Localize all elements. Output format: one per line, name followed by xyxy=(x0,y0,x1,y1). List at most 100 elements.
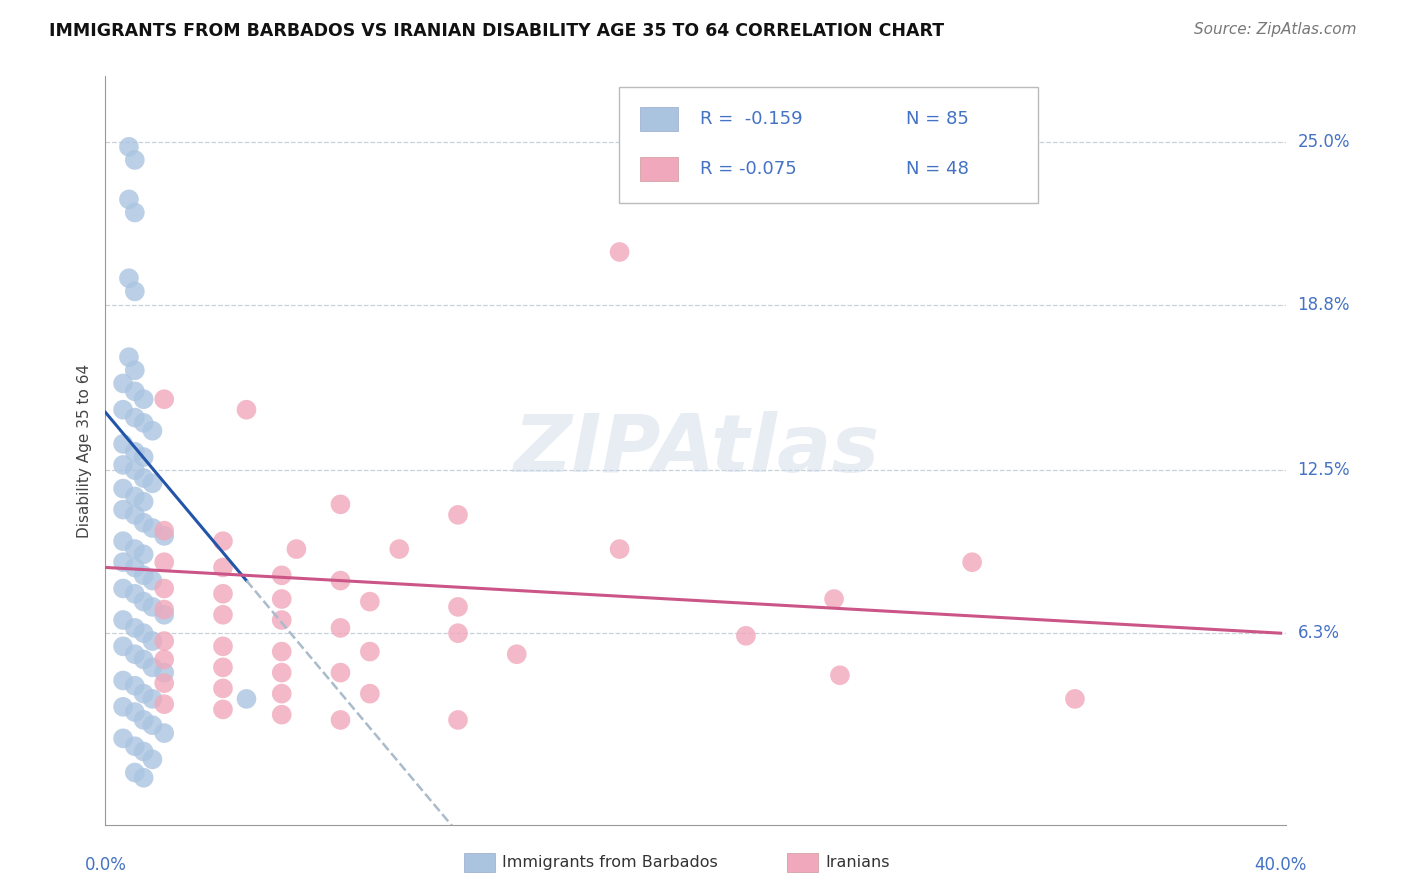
Point xyxy=(112,731,135,746)
Point xyxy=(285,542,308,557)
Point xyxy=(329,665,352,680)
Point xyxy=(212,534,235,549)
Text: 40.0%: 40.0% xyxy=(1254,855,1306,873)
FancyBboxPatch shape xyxy=(641,107,678,131)
Point xyxy=(112,673,135,688)
Point xyxy=(112,534,135,549)
Point xyxy=(132,516,155,530)
Point xyxy=(823,592,845,607)
Point xyxy=(270,592,292,607)
Point xyxy=(388,542,411,557)
Text: Iranians: Iranians xyxy=(825,855,890,870)
Point xyxy=(124,542,146,557)
Point xyxy=(112,555,135,569)
Text: 0.0%: 0.0% xyxy=(84,855,127,873)
Point xyxy=(141,476,163,491)
Point xyxy=(124,705,146,719)
Point xyxy=(447,599,470,614)
Point xyxy=(132,687,155,701)
Point xyxy=(132,471,155,485)
Point xyxy=(124,205,146,219)
Text: 18.8%: 18.8% xyxy=(1298,295,1350,314)
Point xyxy=(132,416,155,430)
FancyBboxPatch shape xyxy=(619,87,1039,203)
Point xyxy=(212,681,235,696)
Point xyxy=(112,376,135,391)
Point xyxy=(153,726,176,740)
Point xyxy=(153,676,176,690)
Text: 25.0%: 25.0% xyxy=(1298,133,1350,151)
Point xyxy=(132,744,155,758)
Point xyxy=(124,490,146,504)
Point xyxy=(124,739,146,754)
Point xyxy=(212,587,235,601)
Point xyxy=(153,607,176,622)
Point xyxy=(141,599,163,614)
Text: Source: ZipAtlas.com: Source: ZipAtlas.com xyxy=(1194,22,1357,37)
Point xyxy=(270,707,292,722)
Point xyxy=(124,679,146,693)
Point xyxy=(124,587,146,601)
Point xyxy=(132,547,155,561)
Point xyxy=(359,644,381,658)
Text: R =  -0.159: R = -0.159 xyxy=(700,111,803,128)
Point xyxy=(124,410,146,425)
Point xyxy=(132,494,155,508)
Point xyxy=(447,626,470,640)
Point xyxy=(132,652,155,666)
Point xyxy=(132,594,155,608)
Point xyxy=(124,363,146,377)
Point xyxy=(132,568,155,582)
Point xyxy=(329,574,352,588)
Text: 6.3%: 6.3% xyxy=(1298,624,1340,642)
Point xyxy=(153,602,176,616)
Point xyxy=(329,621,352,635)
Point xyxy=(124,153,146,167)
Point xyxy=(141,660,163,674)
Point xyxy=(609,244,631,259)
Point xyxy=(212,702,235,716)
Point xyxy=(132,392,155,407)
Point xyxy=(506,647,529,661)
Point xyxy=(270,644,292,658)
Point xyxy=(112,582,135,596)
Point xyxy=(141,521,163,535)
Point xyxy=(153,665,176,680)
Point xyxy=(124,560,146,574)
Point xyxy=(112,482,135,496)
Point xyxy=(141,752,163,766)
Point xyxy=(141,574,163,588)
Point xyxy=(270,687,292,701)
Point xyxy=(212,660,235,674)
Text: Immigrants from Barbados: Immigrants from Barbados xyxy=(502,855,717,870)
Point xyxy=(212,607,235,622)
Point xyxy=(132,713,155,727)
Point xyxy=(153,524,176,538)
Text: IMMIGRANTS FROM BARBADOS VS IRANIAN DISABILITY AGE 35 TO 64 CORRELATION CHART: IMMIGRANTS FROM BARBADOS VS IRANIAN DISA… xyxy=(49,22,945,40)
Point xyxy=(112,613,135,627)
Point xyxy=(212,640,235,654)
Point xyxy=(447,508,470,522)
Point xyxy=(141,692,163,706)
Point xyxy=(329,497,352,511)
Point xyxy=(212,560,235,574)
Point xyxy=(118,140,141,154)
Point xyxy=(124,508,146,522)
Point xyxy=(124,463,146,477)
Point xyxy=(270,568,292,582)
Point xyxy=(153,652,176,666)
Point xyxy=(118,350,141,364)
Point xyxy=(124,444,146,458)
Point xyxy=(132,626,155,640)
Point xyxy=(153,634,176,648)
Point xyxy=(141,424,163,438)
Point xyxy=(118,271,141,285)
Point xyxy=(270,613,292,627)
Point xyxy=(153,582,176,596)
Point xyxy=(124,647,146,661)
Point xyxy=(124,384,146,399)
Point xyxy=(132,771,155,785)
Point xyxy=(124,765,146,780)
Point xyxy=(235,402,257,417)
Point xyxy=(153,555,176,569)
